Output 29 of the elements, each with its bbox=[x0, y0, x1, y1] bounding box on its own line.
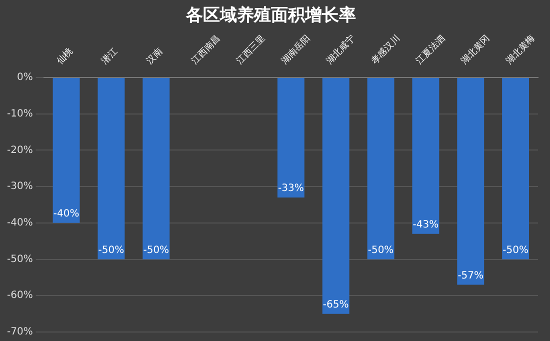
x-tick-label: 湖北黄冈 bbox=[458, 33, 492, 66]
y-tick-label: 0% bbox=[16, 72, 33, 84]
data-label: -50% bbox=[98, 244, 124, 256]
data-label: -50% bbox=[368, 244, 394, 256]
data-label: -33% bbox=[278, 183, 304, 194]
x-tick-label: 孝感汉川 bbox=[369, 33, 402, 66]
x-tick-label: 仙桃 bbox=[54, 46, 76, 66]
x-tick-label: 江西南昌 bbox=[189, 33, 223, 66]
y-tick-label: -30% bbox=[6, 181, 33, 192]
x-tick-label: 湖北黄梅 bbox=[504, 33, 538, 66]
data-label: -57% bbox=[458, 270, 484, 282]
data-label: -43% bbox=[412, 219, 439, 230]
chart-title: 各区域养殖面积增长率 bbox=[185, 6, 356, 26]
x-tick-label: 湖北咸宁 bbox=[324, 33, 358, 66]
y-tick-label: -10% bbox=[6, 108, 33, 120]
x-tick-label: 江西三里 bbox=[234, 33, 268, 66]
y-tick-label: -60% bbox=[6, 290, 33, 302]
x-tick-label: 潜江 bbox=[100, 46, 120, 66]
data-label: -50% bbox=[143, 244, 170, 256]
x-tick-label: 汉南 bbox=[144, 46, 166, 66]
x-tick-label: 湖南岳阳 bbox=[279, 33, 313, 66]
data-label: -40% bbox=[53, 208, 80, 220]
data-label: -65% bbox=[322, 299, 349, 310]
y-tick-label: -50% bbox=[6, 254, 33, 265]
y-tick-label: -20% bbox=[6, 144, 33, 156]
y-tick-label: -70% bbox=[6, 326, 33, 338]
y-tick-label: -40% bbox=[6, 218, 33, 229]
data-label: -50% bbox=[502, 244, 528, 256]
x-tick-label: 江夏法泗 bbox=[414, 33, 448, 66]
